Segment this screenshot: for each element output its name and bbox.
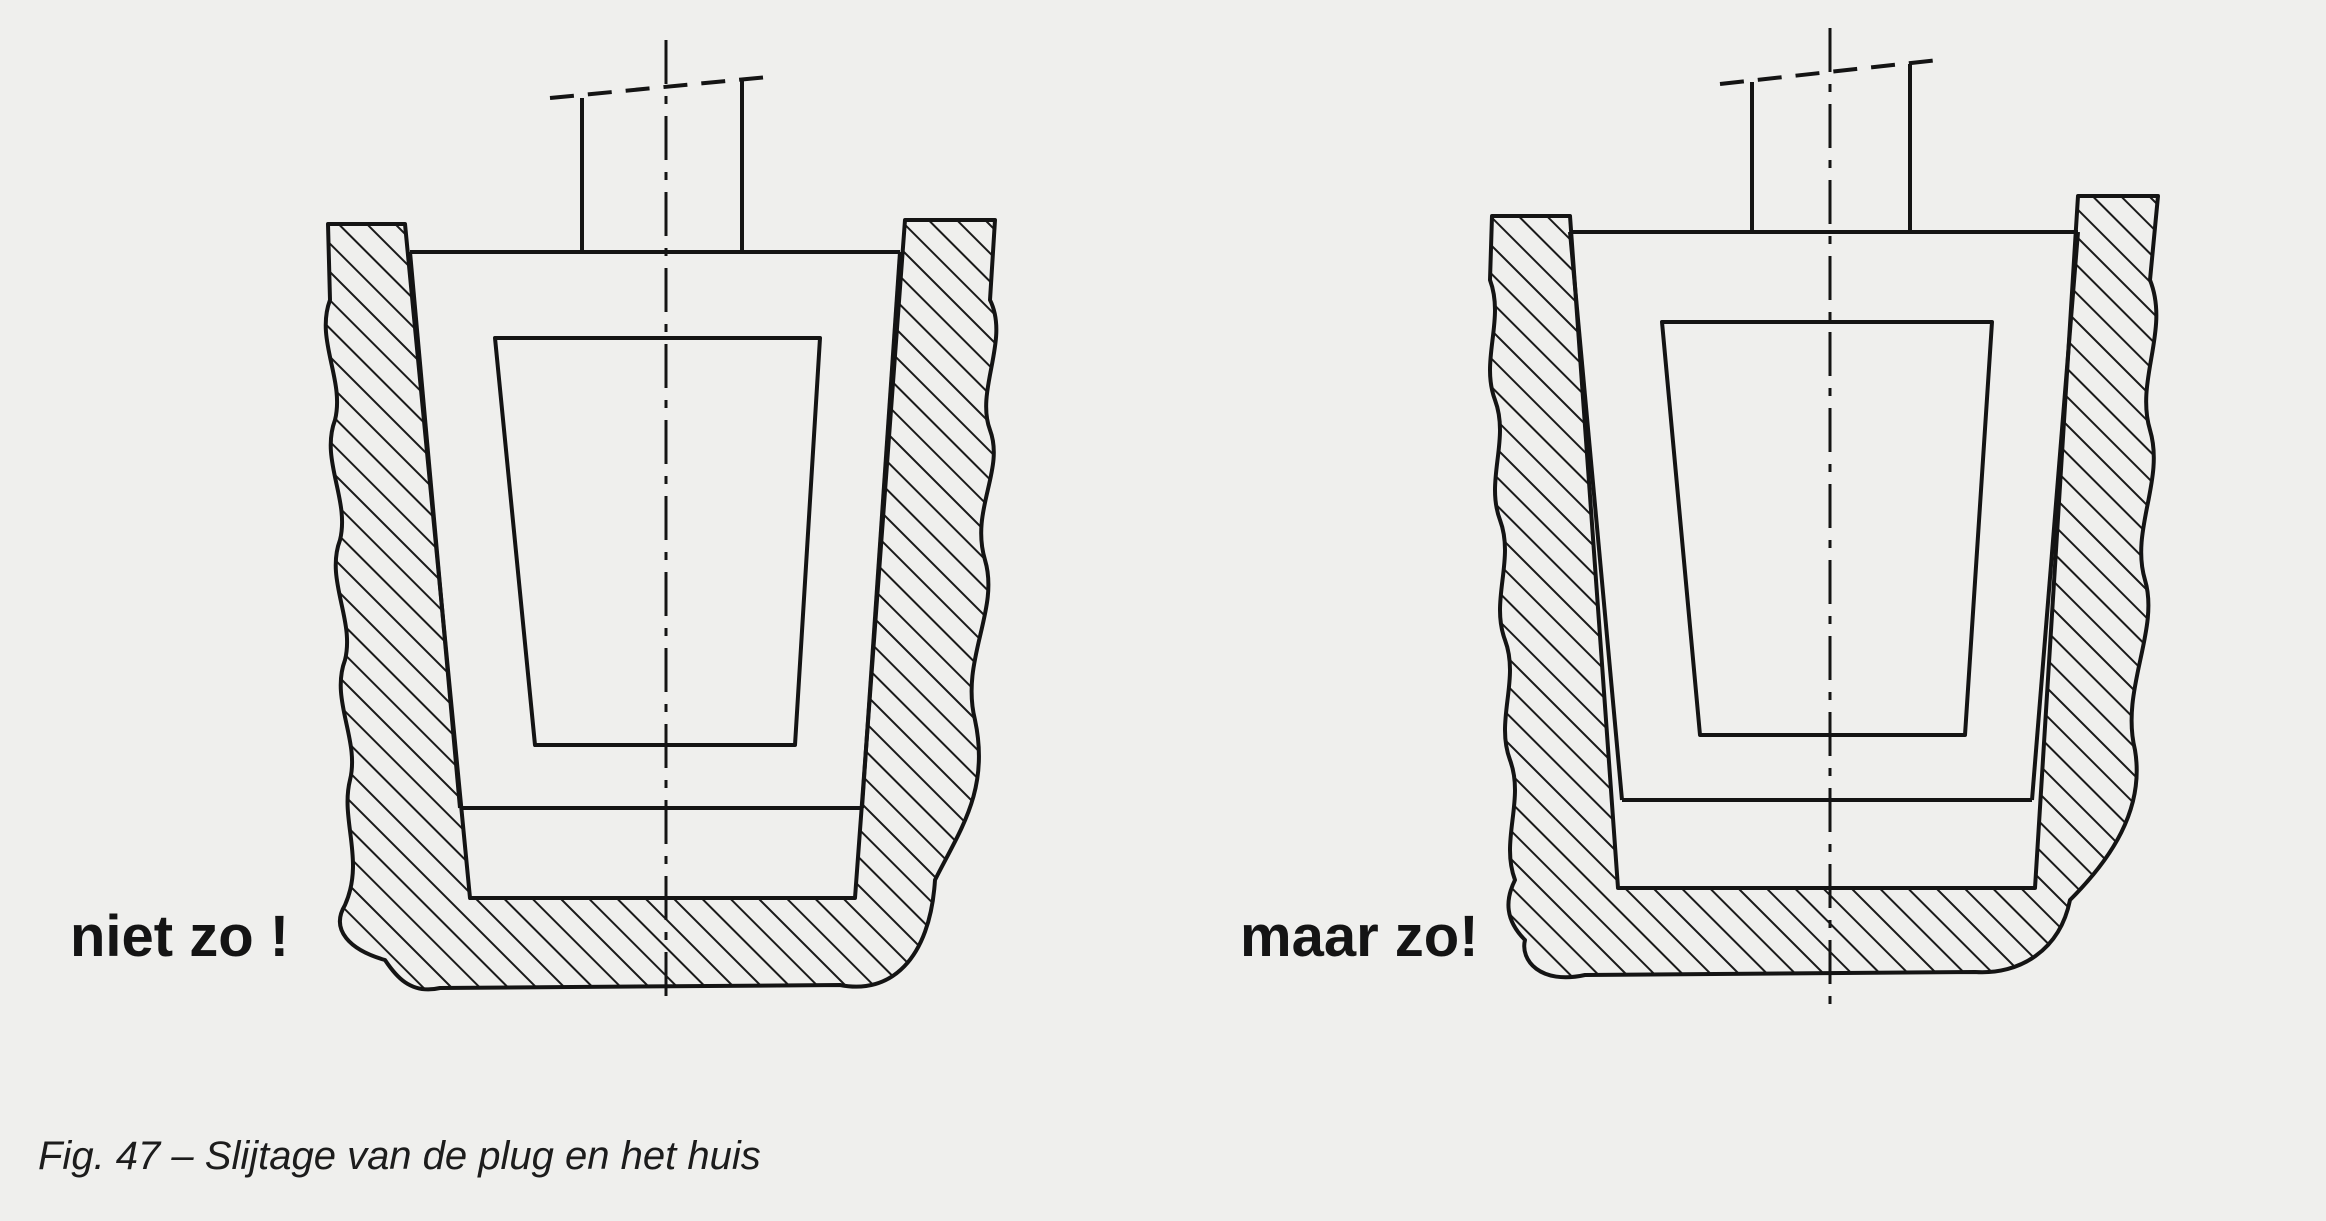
port-left [493, 336, 822, 747]
figure-caption: Fig. 47 – Slijtage van de plug en het hu… [38, 1134, 761, 1178]
plug-right-wall-left [1568, 231, 1624, 801]
housing-left-hatched [323, 218, 999, 992]
panel-right-drawing [1488, 28, 2160, 1010]
housing-right-hatched [1488, 194, 2160, 980]
plug-left-wall-right [860, 251, 902, 809]
plug-right-wall-right [2030, 231, 2080, 801]
plug-left-wall-left [408, 251, 462, 809]
port-right [1660, 320, 1994, 737]
panel-left-drawing [323, 40, 999, 1005]
label-niet-zo: niet zo ! [70, 904, 290, 969]
label-maar-zo: maar zo! [1240, 904, 1479, 969]
stem-left-top [549, 75, 769, 100]
